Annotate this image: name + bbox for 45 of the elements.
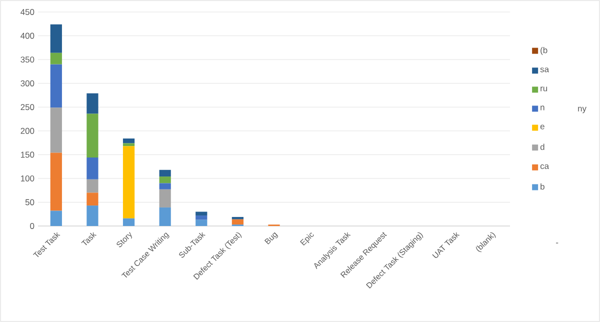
legend-label: n — [540, 106, 544, 110]
y-tick-label: 50 — [25, 199, 34, 206]
legend-label: (b — [540, 46, 548, 55]
bar — [86, 114, 98, 158]
y-tick-label: 0 — [30, 223, 34, 229]
y-tick-label: 200 — [20, 128, 34, 134]
bar — [86, 179, 98, 193]
y-tick-label: 250 — [20, 104, 34, 110]
bar — [122, 138, 135, 144]
legend-label: e — [540, 124, 544, 130]
bar — [232, 216, 244, 220]
bar — [86, 192, 98, 206]
bar — [50, 210, 62, 226]
legend-label: ru — [540, 86, 548, 92]
bar — [159, 207, 171, 226]
bar — [196, 220, 208, 226]
legend-label: sa — [540, 68, 549, 72]
bar — [122, 218, 135, 226]
bar — [50, 108, 62, 153]
y-tick-label: 100 — [20, 175, 34, 182]
bar — [50, 52, 62, 64]
legend-label: d — [540, 144, 544, 150]
legend-label: b — [540, 183, 544, 190]
y-tick-label: 150 — [20, 152, 34, 158]
bar — [50, 64, 62, 108]
legend-label: ca — [540, 164, 549, 169]
bar — [159, 189, 171, 208]
bar — [196, 212, 208, 216]
bar — [232, 219, 244, 225]
bar — [86, 93, 98, 114]
bar — [196, 216, 208, 220]
bar — [122, 146, 135, 218]
y-tick-label: 400 — [20, 32, 34, 39]
bar — [159, 176, 171, 184]
bar — [86, 158, 98, 180]
bar — [50, 152, 62, 211]
y-tick-label: 450 — [20, 9, 34, 15]
text: ny — [578, 106, 586, 114]
y-tick-label: 350 — [20, 56, 34, 63]
bar — [159, 183, 171, 190]
text: - — [556, 242, 558, 244]
bar — [50, 24, 62, 53]
bar — [86, 206, 98, 226]
y-tick-label: 300 — [20, 80, 34, 86]
bar — [159, 170, 171, 177]
